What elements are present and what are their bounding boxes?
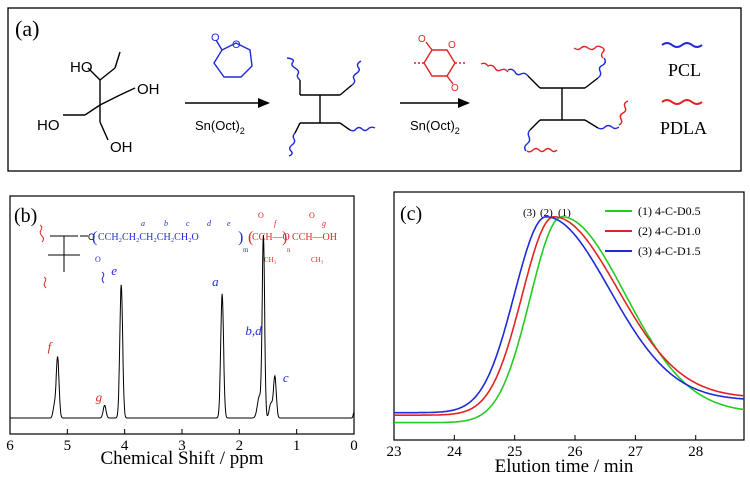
- gpc-plot-frame: [393, 191, 745, 441]
- panel-a-label: (a): [15, 16, 39, 41]
- gpc-peak-number-2: (2): [540, 207, 553, 219]
- nmr-x-tick-label: 5: [64, 438, 72, 454]
- nmr-x-tick-label: 0: [350, 438, 358, 454]
- oh-label-right: OH: [137, 81, 160, 98]
- nmr-peak-label-a: a: [212, 274, 219, 289]
- lactide-o-2: O: [448, 40, 456, 51]
- pentaerythritol-structure: [63, 51, 136, 141]
- nmr-letter-f: f: [274, 219, 278, 228]
- nmr-x-tick-label: 4: [121, 438, 129, 454]
- nmr-ch3-pla: CH₃: [264, 256, 277, 264]
- nmr-letter-c: c: [186, 219, 190, 228]
- gpc-x-tick-label: 24: [447, 444, 463, 460]
- caprolactone-structure: [213, 39, 253, 78]
- gpc-x-tick-label: 27: [628, 444, 644, 460]
- gpc-legend-label-2: (2) 4-C-D1.0: [638, 224, 701, 238]
- gpc-x-tick-label: 28: [688, 444, 703, 460]
- nmr-letter-a: a: [141, 219, 145, 228]
- legend-pcl: PCL: [661, 42, 703, 80]
- nmr-pcl-repeat: CCH₂CH₂CH₂CH₂CH₂O: [98, 232, 199, 243]
- lactide-o-1: O: [418, 34, 426, 45]
- legend-pdla-label: PDLA: [660, 118, 707, 138]
- nmr-ch3-end: CH₃: [311, 256, 324, 264]
- nmr-letter-g: g: [322, 219, 326, 228]
- reaction-arrow-2: [458, 98, 470, 108]
- nmr-letter-d: d: [207, 219, 212, 228]
- svg-text:): ): [282, 229, 287, 246]
- gpc-x-tick-label: 26: [568, 444, 584, 460]
- nmr-panel-b: (b) O CCH₂CH₂CH₂CH₂CH₂O CCH—O CCH—OH a b…: [6, 195, 358, 469]
- ho-label-left: HO: [37, 117, 60, 134]
- nmr-carbonyl-o-pcl: O: [95, 255, 101, 264]
- nmr-peak-label-c: c: [283, 370, 289, 385]
- gpc-x-tick-label: 23: [387, 444, 402, 460]
- nmr-peak-label-f: f: [48, 339, 54, 354]
- nmr-x-tick-label: 6: [6, 438, 14, 454]
- gpc-curve-3: [394, 216, 745, 414]
- nmr-structure-pdla-arm: [39, 224, 44, 243]
- gpc-peak-number-3: (3): [523, 207, 536, 219]
- nmr-pla-end: CCH—OH: [292, 232, 337, 243]
- nmr-carbonyl-o-end: O: [309, 211, 315, 220]
- nmr-x-tick-label: 1: [293, 438, 301, 454]
- caprolactone-carbonyl-o: O: [211, 32, 220, 44]
- nmr-pla-repeat: CCH—O: [252, 232, 290, 243]
- nmr-letter-b: b: [164, 219, 168, 228]
- svg-text:(: (: [248, 229, 253, 246]
- nmr-letter-e: e: [227, 219, 231, 228]
- svg-text:(: (: [92, 229, 97, 246]
- svg-text:): ): [238, 229, 243, 246]
- nmr-subscript-m: m: [243, 246, 249, 254]
- legend-pcl-label: PCL: [668, 60, 701, 80]
- nmr-x-tick-label: 3: [178, 438, 186, 454]
- gpc-peak-number-1: (1): [558, 207, 571, 219]
- gpc-x-tick-label: 25: [507, 444, 522, 460]
- intermediate-4arm-pcl: [286, 57, 376, 157]
- nmr-carbonyl-o-pla: O: [258, 211, 264, 220]
- panel-c-label: (c): [400, 203, 422, 225]
- nmr-subscript-n: n: [287, 246, 291, 254]
- catalyst-label-1: Sn(Oct)2: [195, 118, 245, 136]
- nmr-spectrum-trace: [10, 234, 355, 419]
- gpc-x-axis-title: Elution time / min: [495, 456, 634, 477]
- scheme-frame: [7, 7, 742, 172]
- ho-label-top: HO: [70, 59, 93, 76]
- oh-label-bottom: OH: [110, 139, 133, 156]
- gpc-curve-2: [394, 216, 745, 416]
- nmr-x-tick-label: 2: [236, 438, 244, 454]
- lactide-o-3: O: [451, 83, 459, 94]
- nmr-structure-o: O: [88, 232, 95, 242]
- nmr-peak-label-e: e: [111, 263, 117, 278]
- nmr-peak-label-g: g: [96, 389, 103, 404]
- panel-b-label: (b): [14, 205, 37, 227]
- nmr-structure-core: [48, 235, 88, 272]
- catalyst-label-2: Sn(Oct)2: [410, 118, 460, 136]
- nmr-peak-label-bd: b,d: [245, 323, 262, 338]
- caprolactone-ring-o: O: [232, 39, 241, 51]
- gpc-legend-label-3: (3) 4-C-D1.5: [638, 244, 701, 258]
- d-lactide-structure: [414, 41, 465, 85]
- gpc-panel-c: (c) (3) (2) (1) (1) 4-C-D0.5 (2) 4-C-D1.0…: [387, 191, 745, 477]
- legend-pdla: PDLA: [660, 99, 707, 138]
- reaction-arrow-1: [258, 98, 270, 108]
- product-star-copolymer: [480, 45, 629, 153]
- scheme-panel-a: (a) HO OH HO OH O O Sn(Oct)2: [7, 7, 742, 172]
- gpc-legend-label-1: (1) 4-C-D0.5: [638, 204, 701, 218]
- nmr-x-axis-title: Chemical Shift / ppm: [100, 448, 263, 469]
